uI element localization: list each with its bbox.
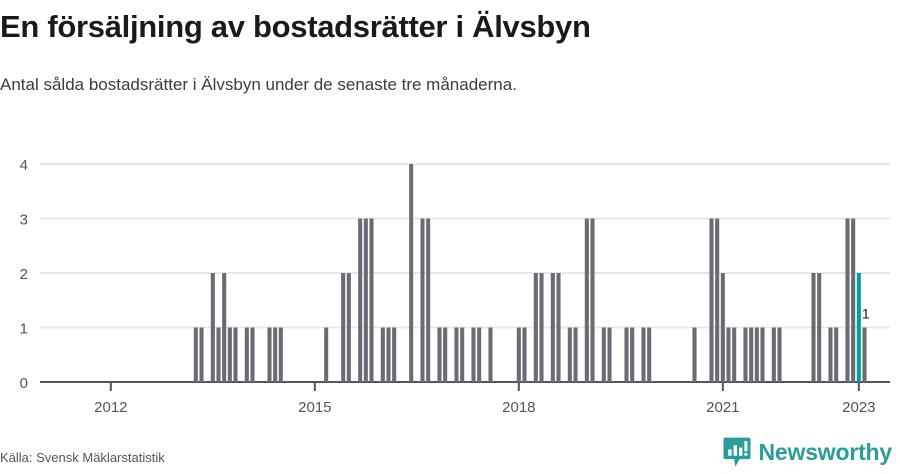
bar: [573, 327, 578, 382]
bar: [601, 327, 606, 382]
x-axis-tick-label: 2018: [502, 399, 535, 416]
bar: [386, 327, 391, 382]
bar: [460, 327, 465, 382]
bar: [556, 273, 561, 382]
newsworthy-wordmark: Newsworthy: [758, 439, 893, 465]
x-axis-tick-label: 2023: [842, 399, 875, 416]
bar: [630, 327, 635, 382]
bar: [341, 273, 346, 382]
source-note: Källa: Svensk Mäklarstatistik: [0, 450, 165, 465]
bar: [443, 327, 448, 382]
bar: [811, 273, 816, 382]
bar-highlighted: [856, 273, 861, 382]
bar: [851, 218, 856, 382]
bar: [709, 218, 714, 382]
bar: [193, 327, 198, 382]
bar: [567, 327, 572, 382]
bar: [233, 327, 238, 382]
bar: [358, 218, 363, 382]
bar: [210, 273, 215, 382]
bar: [488, 327, 493, 382]
bar: [539, 273, 544, 382]
bar: [777, 327, 782, 382]
bar: [216, 327, 221, 382]
x-axis-tick-label: 2012: [94, 399, 127, 416]
bar: [250, 327, 255, 382]
bar: [267, 327, 272, 382]
bar: [732, 327, 737, 382]
y-axis-tick-label: 2: [20, 266, 28, 283]
bar: [726, 327, 731, 382]
bar: [199, 327, 204, 382]
bar: [471, 327, 476, 382]
bar: [692, 327, 697, 382]
newsworthy-logo[interactable]: Newsworthy: [723, 437, 892, 468]
page-title: En försäljning av bostadsrätter i Älvsby…: [0, 9, 591, 44]
bar: [437, 327, 442, 382]
y-axis-tick-label: 3: [20, 212, 28, 229]
bar: [828, 327, 833, 382]
bar: [324, 327, 329, 382]
bar: [584, 218, 589, 382]
bar-value-annotation: 1: [862, 306, 870, 322]
bar: [409, 164, 414, 382]
bar: [641, 327, 646, 382]
bar: [715, 218, 720, 382]
bar: [771, 327, 776, 382]
bar: [227, 327, 232, 382]
bar: [278, 327, 283, 382]
bar: [369, 218, 374, 382]
x-axis-tick-label: 2015: [298, 399, 331, 416]
bar-chart: 0 1 2 3 4 1 2012 2015 2018 2021 2023: [0, 140, 900, 430]
bar: [743, 327, 748, 382]
bar: [420, 218, 425, 382]
bar: [392, 327, 397, 382]
bar: [834, 327, 839, 382]
bar: [222, 273, 227, 382]
y-axis-tick-label: 1: [20, 321, 28, 338]
bar: [754, 327, 759, 382]
bar: [590, 218, 595, 382]
bar: [845, 218, 850, 382]
bar: [426, 218, 431, 382]
bar-chart-speech-bubble-icon: [723, 437, 751, 467]
bar: [273, 327, 278, 382]
bar: [533, 273, 538, 382]
y-axis-tick-label: 4: [20, 157, 28, 174]
bar: [522, 327, 527, 382]
bar: [817, 273, 822, 382]
bar-chart-svg: 0 1 2 3 4 1 2012 2015 2018 2021 2023: [20, 157, 890, 416]
bar: [363, 218, 368, 382]
bar: [647, 327, 652, 382]
bar: [477, 327, 482, 382]
bar: [862, 327, 867, 382]
bar: [550, 273, 555, 382]
bar: [607, 327, 612, 382]
bar: [720, 273, 725, 382]
bar: [749, 327, 754, 382]
y-axis-tick-label: 0: [20, 375, 28, 392]
bar: [346, 273, 351, 382]
bar: [454, 327, 459, 382]
bar: [244, 327, 249, 382]
chart-subtitle: Antal sålda bostadsrätter i Älvsbyn unde…: [0, 75, 517, 94]
bar: [516, 327, 521, 382]
bar: [760, 327, 765, 382]
bar: [624, 327, 629, 382]
bar: [380, 327, 385, 382]
x-axis-tick-label: 2021: [706, 399, 739, 416]
